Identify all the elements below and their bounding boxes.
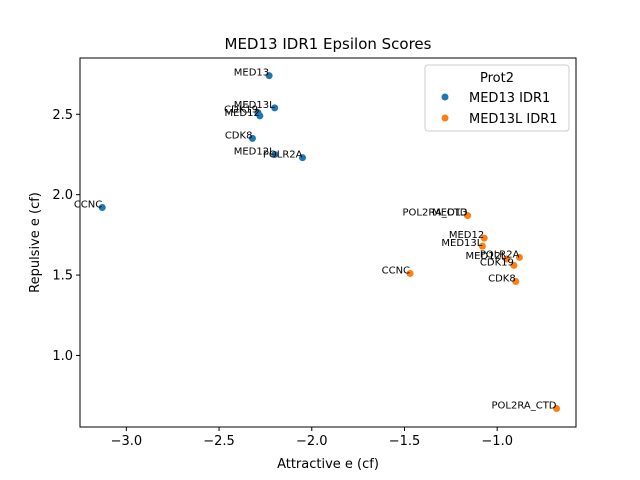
data-point-label: MED12L xyxy=(234,146,275,157)
legend-marker-series-1 xyxy=(441,114,449,122)
data-point xyxy=(299,154,307,162)
data-point xyxy=(510,261,518,269)
data-point-label: MED13L xyxy=(234,100,275,111)
data-point-label: MED12 xyxy=(224,108,259,119)
data-point-label: MED13 xyxy=(432,208,467,219)
y-axis-ticks: 1.0 1.5 2.0 2.5 xyxy=(52,108,80,364)
data-point xyxy=(553,405,561,413)
data-point-label: MED13 xyxy=(234,68,269,79)
data-point xyxy=(271,104,279,112)
data-point xyxy=(98,204,106,212)
data-point-label: CDK19 xyxy=(224,105,258,116)
plot-frame xyxy=(79,57,577,428)
x-tick-label: −1.5 xyxy=(389,434,421,449)
x-tick-label: −3.0 xyxy=(111,434,143,449)
data-point xyxy=(464,212,472,220)
data-point-label: CDK19 xyxy=(480,257,514,268)
y-tick-label: 1.5 xyxy=(52,269,73,284)
data-point-label: CCNC xyxy=(74,200,102,211)
points-layer xyxy=(98,72,561,413)
data-point-label: MED12 xyxy=(449,230,484,241)
x-tick-label: −2.5 xyxy=(203,434,235,449)
data-point-label: MED12L xyxy=(466,251,507,262)
data-point xyxy=(248,134,256,142)
data-point xyxy=(515,253,523,261)
data-point xyxy=(512,277,520,285)
data-point-label: CDK8 xyxy=(225,130,253,141)
legend: Prot2 MED13 IDR1 MED13L IDR1 xyxy=(424,64,570,132)
y-axis-label: Repulsive e (cf) xyxy=(28,192,43,293)
data-point xyxy=(256,112,264,120)
data-point-label: POLR2A xyxy=(480,249,520,260)
data-point-label: POLR2A xyxy=(263,150,303,161)
y-tick-label: 1.0 xyxy=(52,349,73,364)
legend-label-series-1: MED13L IDR1 xyxy=(469,112,558,127)
data-point xyxy=(502,255,510,263)
data-point-label: CDK8 xyxy=(488,273,516,284)
data-point xyxy=(271,150,279,158)
x-axis-label: Attractive e (cf) xyxy=(277,457,379,472)
legend-marker-series-0 xyxy=(441,93,449,101)
x-tick-label: −1.0 xyxy=(481,434,513,449)
legend-box xyxy=(424,64,570,132)
point-labels-layer: MED13MED13LCDK19MED12CDK8MED12LPOLR2ACCN… xyxy=(74,68,557,412)
data-point-label: MED13L xyxy=(441,238,482,249)
x-tick-label: −2.0 xyxy=(296,434,328,449)
legend-title: Prot2 xyxy=(480,71,514,86)
data-point-label: POL2RA_CTD xyxy=(492,401,557,412)
data-point xyxy=(478,242,486,250)
x-axis-ticks: −3.0 −2.5 −2.0 −1.5 −1.0 xyxy=(111,427,513,449)
data-point-label: CCNC xyxy=(382,265,410,276)
chart-title: MED13 IDR1 Epsilon Scores xyxy=(225,35,432,53)
data-point xyxy=(265,72,273,80)
legend-label-series-0: MED13 IDR1 xyxy=(469,91,550,106)
data-point xyxy=(406,269,414,277)
y-tick-label: 2.0 xyxy=(52,188,73,203)
data-point xyxy=(480,234,488,242)
data-point-label: POL2RA_CTD xyxy=(403,208,468,219)
y-tick-label: 2.5 xyxy=(52,108,73,123)
